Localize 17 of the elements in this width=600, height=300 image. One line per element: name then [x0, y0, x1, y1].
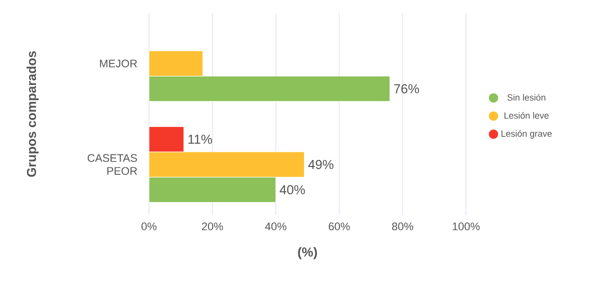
- x-tick-label: 60%: [328, 222, 350, 230]
- x-tick-label: 0%: [142, 222, 157, 230]
- y-tick-label: CASETAS PEOR: [88, 154, 137, 175]
- y-tick-label: MEJOR: [100, 60, 137, 68]
- x-axis-title: (%): [298, 247, 317, 260]
- x-tick-label: 20%: [202, 222, 223, 230]
- legend-label: Lesión leve: [504, 112, 549, 119]
- data-label: 76%: [394, 84, 420, 94]
- legend-label: Lesión grave: [502, 130, 552, 139]
- x-tick-label: 100%: [452, 222, 480, 230]
- x-tick-label: 80%: [392, 222, 414, 230]
- data-label: 40%: [280, 185, 305, 194]
- y-axis-title: Grupos comparados: [26, 51, 39, 177]
- x-tick-label: 40%: [265, 222, 286, 230]
- legend-label: Sin lesión: [507, 94, 546, 101]
- data-label: 49%: [308, 160, 334, 170]
- data-label: 11%: [188, 134, 212, 144]
